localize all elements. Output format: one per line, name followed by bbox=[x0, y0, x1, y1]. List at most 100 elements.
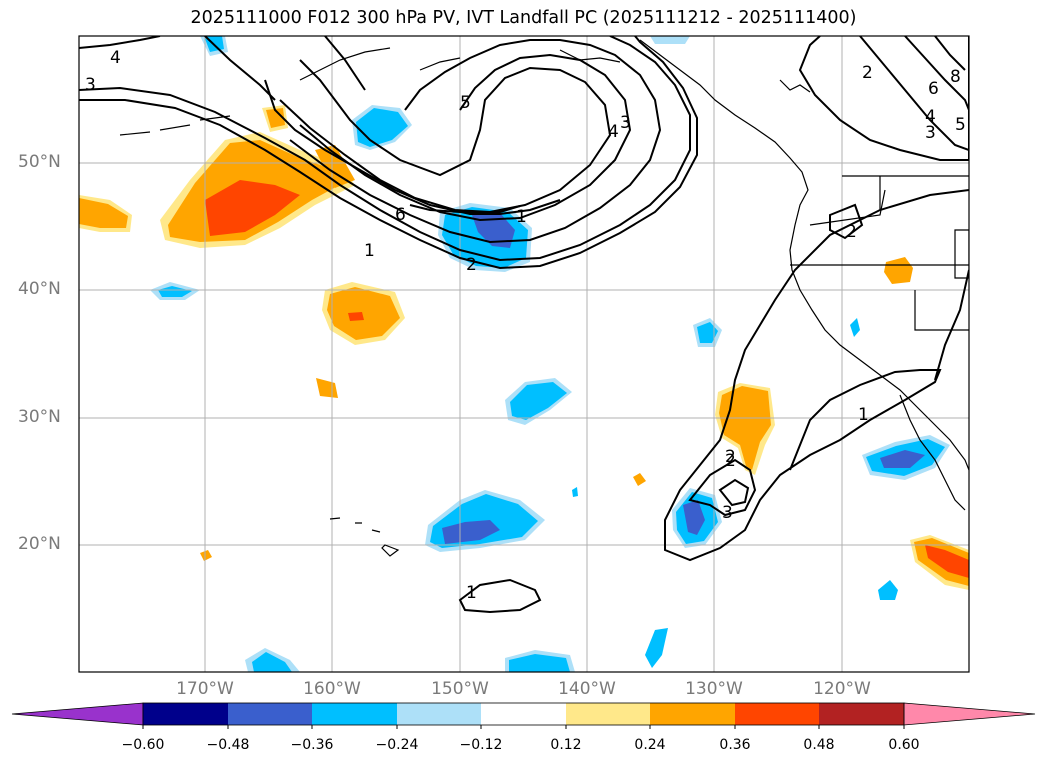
contour-line bbox=[829, 203, 864, 240]
colorbar-extend-high bbox=[903, 702, 1036, 726]
negative-anomaly-area bbox=[645, 628, 668, 668]
contour-label: 8 bbox=[950, 67, 961, 87]
colorbar-swatch bbox=[143, 703, 228, 725]
colorbar-swatch bbox=[481, 703, 566, 725]
negative-anomaly-area bbox=[510, 382, 567, 420]
colorbar-tick-label: 0.24 bbox=[634, 737, 666, 753]
negative-anomaly-area bbox=[252, 652, 292, 672]
positive-anomaly-area bbox=[719, 386, 771, 470]
gridlines bbox=[79, 36, 969, 672]
contour-label: 4 bbox=[608, 122, 619, 142]
lon-label-150w: 150°W bbox=[431, 679, 489, 699]
contour-label: 3 bbox=[722, 503, 733, 523]
negative-anomaly-area bbox=[880, 450, 925, 468]
negative-anomaly-area bbox=[509, 654, 570, 672]
lat-label-30n: 30°N bbox=[18, 407, 61, 427]
colorbar-tick-label: −0.60 bbox=[121, 737, 165, 753]
contour-line bbox=[409, 204, 521, 213]
positive-anomaly-area bbox=[316, 378, 338, 398]
lon-label-160w: 160°W bbox=[303, 679, 361, 699]
colorbar-tick-label: −0.36 bbox=[290, 737, 334, 753]
colorbar-swatch bbox=[397, 703, 481, 725]
contour-label: 4 bbox=[925, 107, 936, 127]
negative-anomaly-area bbox=[878, 580, 898, 600]
contour-label: 5 bbox=[460, 93, 471, 113]
colorbar-swatch bbox=[566, 703, 650, 725]
colorbar-swatch bbox=[735, 703, 819, 725]
negative-anomaly-area bbox=[683, 500, 705, 535]
contour-label: 6 bbox=[395, 205, 406, 225]
lon-label-170w: 170°W bbox=[176, 679, 234, 699]
contour-line bbox=[934, 36, 966, 71]
colorbar-swatch bbox=[650, 703, 735, 725]
negative-anomaly-area bbox=[356, 108, 408, 147]
contour-line bbox=[79, 36, 691, 262]
contour-label: 2 bbox=[466, 255, 477, 275]
colorbar-swatch bbox=[819, 703, 904, 725]
positive-anomaly-area bbox=[884, 257, 913, 284]
contour-label: 5 bbox=[955, 115, 966, 135]
lat-label-50n: 50°N bbox=[18, 152, 61, 172]
contour-label: 3 bbox=[925, 123, 936, 143]
shading-layer bbox=[79, 36, 969, 672]
contour-line bbox=[688, 458, 757, 517]
contour-line bbox=[299, 53, 632, 222]
pv-contours bbox=[79, 36, 969, 614]
contour-line bbox=[934, 269, 969, 381]
contour-line bbox=[798, 36, 969, 161]
positive-anomaly-area bbox=[327, 287, 400, 340]
contour-labels: 4 3 5 3 4 6 1 2 1 2 2 6 8 4 5 3 2 1 2 3 … bbox=[85, 48, 966, 603]
contour-line bbox=[279, 59, 612, 214]
contour-line bbox=[264, 79, 561, 215]
contour-label: 2 bbox=[862, 63, 873, 83]
map-title: 2025111000 F012 300 hPa PV, IVT Landfall… bbox=[190, 8, 857, 28]
lat-label-20n: 20°N bbox=[18, 534, 61, 554]
contour-line bbox=[664, 189, 969, 562]
contour-label: 4 bbox=[110, 48, 121, 68]
contour-label: 1 bbox=[364, 241, 375, 261]
colorbar-tick-label: −0.24 bbox=[375, 737, 419, 753]
negative-anomaly-area bbox=[442, 520, 500, 544]
contour-line bbox=[458, 578, 542, 614]
lon-label-120w: 120°W bbox=[813, 679, 871, 699]
positive-anomaly-area bbox=[925, 545, 969, 578]
contour-label: 2 bbox=[846, 222, 857, 242]
contour-label: 6 bbox=[928, 79, 939, 99]
positive-anomaly-area bbox=[205, 180, 300, 236]
contour-line bbox=[79, 36, 698, 270]
colorbar-swatch bbox=[228, 703, 312, 725]
positive-anomaly-area bbox=[79, 198, 128, 228]
contour-line bbox=[904, 36, 969, 111]
contour-label: 3 bbox=[85, 75, 96, 95]
map-frame bbox=[78, 35, 970, 673]
negative-anomaly-area bbox=[572, 487, 578, 497]
colorbar-tick-label: 0.60 bbox=[888, 737, 920, 753]
contour-line bbox=[79, 36, 161, 49]
contour-line bbox=[204, 36, 276, 101]
contour-line bbox=[324, 36, 366, 91]
positive-anomaly-area bbox=[348, 312, 364, 321]
lat-label-40n: 40°N bbox=[18, 279, 61, 299]
positive-anomaly-area bbox=[315, 145, 355, 188]
colorbar-tick-label: −0.12 bbox=[459, 737, 503, 753]
negative-anomaly-area bbox=[850, 318, 860, 337]
colorbar bbox=[11, 702, 1036, 729]
colorbar-extend-low bbox=[11, 702, 144, 726]
positive-anomaly-area bbox=[266, 108, 285, 128]
contour-line bbox=[289, 39, 662, 244]
contour-label: 1 bbox=[516, 207, 527, 227]
positive-anomaly-area bbox=[200, 550, 212, 561]
colorbar-tick-label: 0.36 bbox=[719, 737, 751, 753]
contour-label: 2 bbox=[725, 451, 736, 471]
coastlines bbox=[119, 39, 969, 557]
contour-line bbox=[718, 478, 750, 507]
colorbar-swatch bbox=[312, 703, 397, 725]
contour-label: 3 bbox=[620, 113, 631, 133]
colorbar-tick-label: 0.48 bbox=[803, 737, 835, 753]
positive-anomaly-area bbox=[633, 473, 646, 486]
contour-label: 1 bbox=[466, 583, 477, 603]
lon-label-140w: 140°W bbox=[558, 679, 616, 699]
lon-label-130w: 130°W bbox=[685, 679, 743, 699]
negative-anomaly-area bbox=[158, 286, 192, 297]
